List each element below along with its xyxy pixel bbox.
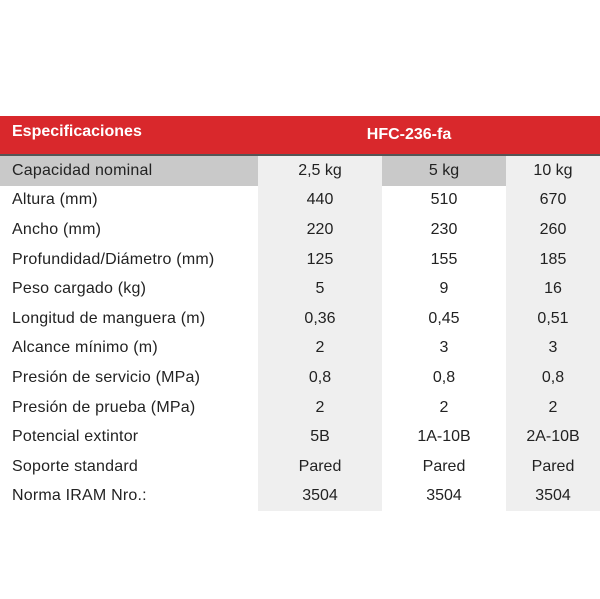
row-value: Pared xyxy=(422,457,466,475)
row-value: 5 xyxy=(315,280,325,298)
row-value: 260 xyxy=(539,220,567,238)
header-title: Especificaciones xyxy=(12,123,142,140)
row-value: 10 kg xyxy=(533,161,573,179)
row-label: Potencial extintor xyxy=(12,428,139,446)
row-label: Capacidad nominal xyxy=(12,161,153,179)
table-row: Presión de prueba (MPa) 2 2 2 xyxy=(0,392,600,423)
row-value: 155 xyxy=(430,250,458,268)
row-value: 0,8 xyxy=(308,368,332,386)
table-row: Peso cargado (kg) 5 9 16 xyxy=(0,274,600,304)
row-value: 125 xyxy=(306,250,334,268)
row-label: Alcance mínimo (m) xyxy=(12,339,158,357)
row-label: Longitud de manguera (m) xyxy=(12,309,206,327)
row-value: 440 xyxy=(306,191,334,209)
row-label: Soporte standard xyxy=(12,457,138,475)
row-value: 3504 xyxy=(535,487,571,505)
row-value: 2,5 kg xyxy=(298,161,342,179)
row-value: 2 xyxy=(315,398,325,416)
row-value: 185 xyxy=(539,250,567,268)
row-value: 2 xyxy=(548,398,558,416)
row-value: 2A-10B xyxy=(526,428,580,446)
row-value: 0,45 xyxy=(428,309,460,327)
row-value: 3 xyxy=(439,339,449,357)
row-value: 230 xyxy=(430,220,458,238)
row-value: 3504 xyxy=(426,487,462,505)
table-row: Potencial extintor 5B 1A-10B 2A-10B xyxy=(0,422,600,452)
table-row: Capacidad nominal 2,5 kg 5 kg 10 kg xyxy=(0,156,600,186)
row-label: Ancho (mm) xyxy=(12,220,102,238)
table-row: Longitud de manguera (m) 0,36 0,45 0,51 xyxy=(0,303,600,334)
table-row: Alcance mínimo (m) 2 3 3 xyxy=(0,333,600,364)
table-row: Ancho (mm) 220 230 260 xyxy=(0,215,600,245)
specifications-table: Especificaciones HFC-236-fa Capacidad no… xyxy=(0,116,600,512)
row-value: 2 xyxy=(439,398,449,416)
row-value: 9 xyxy=(439,280,449,298)
table-row: Soporte standard Pared Pared Pared xyxy=(0,451,600,482)
table-row: Presión de servicio (MPa) 0,8 0,8 0,8 xyxy=(0,363,600,393)
row-label: Altura (mm) xyxy=(12,191,98,209)
row-value: 2 xyxy=(315,339,325,357)
row-label: Norma IRAM Nro.: xyxy=(12,487,147,505)
row-label: Presión de prueba (MPa) xyxy=(12,398,196,416)
table-row: Profundidad/Diámetro (mm) 125 155 185 xyxy=(0,244,600,275)
row-label: Peso cargado (kg) xyxy=(12,280,147,298)
row-value: 670 xyxy=(539,191,567,209)
table-row: Altura (mm) 440 510 670 xyxy=(0,185,600,216)
row-value: 0,51 xyxy=(537,309,569,327)
row-value: 5 kg xyxy=(428,161,460,179)
row-value: 3 xyxy=(548,339,558,357)
row-value: 220 xyxy=(306,220,334,238)
row-label: Profundidad/Diámetro (mm) xyxy=(12,250,215,268)
row-value: 510 xyxy=(430,191,458,209)
row-value: 5B xyxy=(310,428,330,446)
row-value: Pared xyxy=(298,457,342,475)
row-value: 16 xyxy=(544,280,562,298)
table-row: Norma IRAM Nro.: 3504 3504 3504 xyxy=(0,481,600,512)
row-value: 0,36 xyxy=(304,309,336,327)
row-value: 1A-10B xyxy=(417,428,471,446)
row-value: 0,8 xyxy=(432,368,456,386)
header-divider xyxy=(0,154,600,156)
row-value: 0,8 xyxy=(541,368,565,386)
row-label: Presión de servicio (MPa) xyxy=(12,368,201,386)
row-value: Pared xyxy=(531,457,575,475)
table-header: Especificaciones HFC-236-fa xyxy=(0,116,600,154)
header-model: HFC-236-fa xyxy=(366,126,452,143)
row-value: 3504 xyxy=(302,487,338,505)
